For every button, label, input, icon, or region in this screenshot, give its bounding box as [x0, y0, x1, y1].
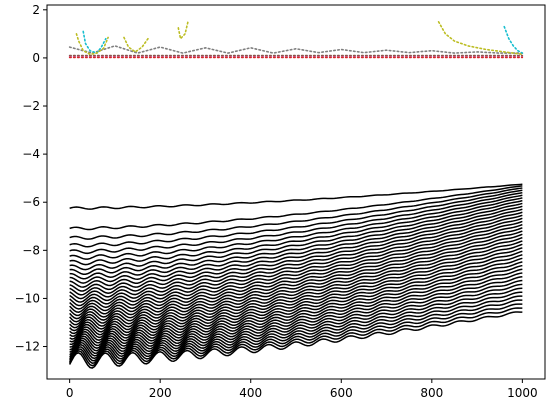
dotted-series-line — [82, 30, 107, 55]
black-curve — [69, 214, 523, 292]
black-curve — [68, 311, 523, 369]
dotted-series-line — [437, 21, 524, 56]
black-curve — [69, 205, 523, 280]
black-curve-group — [68, 183, 523, 369]
black-curve — [69, 208, 523, 284]
black-curve — [69, 227, 523, 307]
y-tick-label: 0 — [32, 51, 40, 65]
black-curve — [69, 283, 523, 353]
black-curve — [69, 223, 523, 303]
dotted-series-line — [75, 33, 109, 56]
y-axis: −12 −10 −8 −6 −4 −2 0 2 — [15, 3, 47, 354]
black-curve — [69, 202, 523, 276]
x-axis: 0 200 400 600 800 1000 — [66, 379, 538, 400]
y-tick-label: −8 — [22, 243, 40, 257]
dotted-series-line — [68, 45, 524, 54]
black-curve — [69, 264, 523, 340]
dotted-series-line — [123, 36, 150, 53]
black-curve — [69, 275, 523, 348]
black-curve — [69, 291, 523, 358]
black-curve — [69, 272, 523, 346]
black-curve — [69, 279, 523, 351]
black-curve — [69, 189, 523, 248]
dotted-series-line — [177, 19, 190, 41]
black-curve — [69, 243, 523, 323]
black-curve — [69, 247, 523, 326]
dotted-series-group — [68, 19, 524, 59]
black-curve — [69, 233, 523, 314]
y-tick-label: −4 — [22, 147, 40, 161]
black-curve — [69, 236, 523, 317]
black-curve — [69, 268, 523, 343]
plot-frame — [46, 4, 546, 380]
x-tick-label: 600 — [330, 386, 353, 400]
black-curve — [69, 191, 523, 255]
black-curve — [68, 307, 523, 367]
x-tick-label: 800 — [420, 386, 443, 400]
black-curve — [69, 183, 523, 210]
dotted-series-line — [503, 25, 524, 54]
black-curve — [69, 187, 523, 240]
y-tick-label: 2 — [32, 3, 40, 17]
black-curve — [69, 295, 523, 360]
black-curve — [69, 257, 523, 335]
black-curve — [69, 299, 523, 362]
black-curve — [69, 185, 523, 231]
black-curve — [69, 199, 523, 271]
black-curve — [69, 194, 523, 260]
black-curve — [69, 197, 523, 266]
black-curve — [69, 250, 523, 329]
black-curve — [69, 240, 523, 320]
x-tick-label: 1000 — [507, 386, 538, 400]
x-tick-label: 400 — [239, 386, 262, 400]
black-curve — [68, 303, 523, 364]
black-curve — [69, 254, 523, 332]
x-tick-label: 200 — [149, 386, 172, 400]
y-tick-label: −2 — [22, 99, 40, 113]
y-tick-label: −6 — [22, 195, 40, 209]
black-curve — [69, 211, 523, 288]
black-curve — [69, 287, 523, 356]
black-curve — [69, 217, 523, 296]
x-tick-label: 0 — [66, 386, 74, 400]
y-tick-label: −10 — [15, 291, 40, 305]
black-curve — [69, 220, 523, 300]
black-curve — [69, 230, 523, 310]
black-curve — [69, 261, 523, 337]
y-tick-label: −12 — [15, 340, 40, 354]
